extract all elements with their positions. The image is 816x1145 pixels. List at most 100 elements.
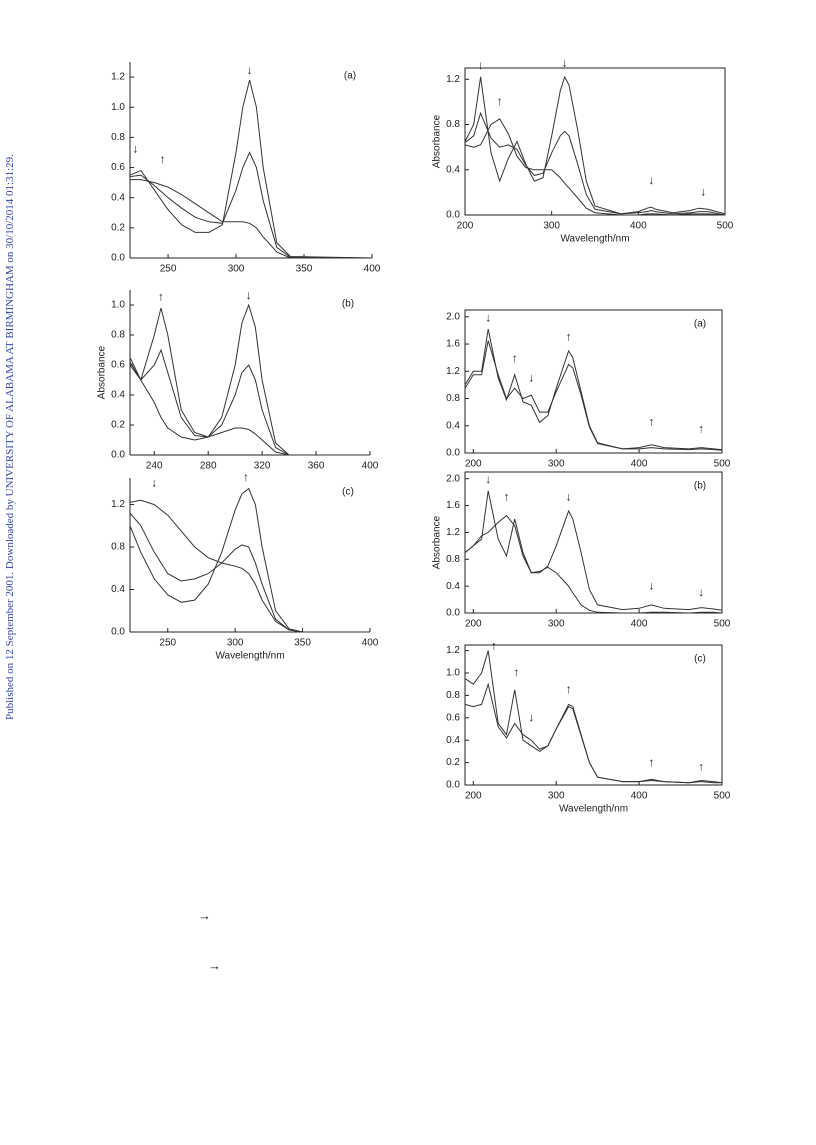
change-arrow: ↑ (158, 290, 164, 304)
x-tick-label: 350 (296, 264, 313, 275)
y-tick-label: 2.0 (446, 473, 460, 484)
change-arrow: ↓ (247, 63, 253, 77)
spectrum-line (464, 329, 723, 451)
spectrum-line (464, 340, 723, 451)
change-arrow: ↑ (698, 759, 704, 773)
x-tick-label: 200 (465, 459, 482, 470)
y-tick-label: 0.6 (111, 162, 125, 173)
x-tick-label: 300 (548, 791, 565, 802)
change-arrow: ↑ (503, 490, 509, 504)
spectrum-chart: 0.0 0.2 0.4 0.6 0.8 1.0 1.2 200 300 400 500 Wavelen… (446, 638, 731, 814)
x-axis-label: Wavelength/nm (560, 234, 629, 245)
x-tick-label: 200 (465, 791, 482, 802)
x-tick-label: 320 (254, 461, 271, 472)
spectrum-line (464, 682, 722, 784)
change-arrow: ↑ (160, 152, 166, 166)
plot-frame (464, 471, 723, 614)
y-tick-label: 0.0 (111, 627, 125, 638)
x-tick-label: 500 (717, 221, 734, 232)
x-tick-label: 500 (714, 459, 731, 470)
x-axis-label: Wavelength/nm (215, 651, 284, 662)
change-arrow: ↑ (497, 94, 503, 108)
y-tick-label: 0.0 (446, 210, 460, 221)
y-tick-label: 0.8 (446, 554, 460, 565)
plot-frame (464, 309, 723, 454)
spectrum-chart: 0.0 0.4 0.8 1.2 1.6 2.0 200 300 400 500 (a) ↓ ↑ ↓ ↑ ↑ ↑ (446, 309, 731, 470)
spectrum-chart: 0.0 0.4 0.8 1.2 250 300 350 400 Wavelength/nm (c)… (111, 470, 379, 661)
spectrum-chart: 0.0 0.2 0.4 0.6 0.8 1.0 1.2 250 300 350 400 (a) ↓ ↑ ↓ (111, 62, 381, 275)
y-tick-label: 0.6 (446, 712, 460, 723)
change-arrow: ↓ (648, 173, 654, 187)
y-tick-label: 0.8 (446, 393, 460, 404)
y-tick-label: 0.8 (111, 330, 125, 341)
y-tick-label: 0.0 (111, 450, 125, 461)
x-tick-label: 400 (364, 264, 381, 275)
spectrum-chart: 0.0 0.4 0.8 1.2 200 300 400 500 Wavelength/nm Abs… (432, 56, 734, 245)
change-arrow: ↓ (566, 490, 572, 504)
y-tick-label: 0.8 (446, 119, 460, 130)
y-axis-label: Absorbance (432, 515, 443, 569)
x-tick-label: 400 (631, 619, 648, 630)
spectrum-line (129, 348, 370, 456)
panel-label: (b) (694, 481, 706, 492)
spectrum-chart: 0.0 0.4 0.8 1.2 1.6 2.0 200 300 400 500 Absorbance… (432, 471, 731, 630)
change-arrow: ↑ (566, 329, 572, 343)
change-arrow: ↑ (491, 638, 497, 652)
y-axis-label: Absorbance (432, 114, 443, 168)
reaction-arrow: → (208, 958, 221, 973)
y-tick-label: 0.8 (446, 690, 460, 701)
spectrum-line (130, 179, 372, 259)
spectrum-line (464, 111, 726, 216)
y-tick-label: 0.0 (446, 780, 460, 791)
y-tick-label: 0.6 (111, 360, 125, 371)
y-tick-label: 0.0 (111, 253, 125, 264)
y-tick-label: 0.4 (446, 581, 460, 592)
x-tick-label: 400 (362, 638, 379, 649)
y-tick-label: 2.0 (446, 311, 460, 322)
y-tick-label: 0.4 (111, 192, 125, 203)
x-tick-label: 200 (457, 221, 474, 232)
change-arrow: ↓ (649, 578, 655, 592)
panel-label: (a) (694, 319, 706, 330)
y-tick-label: 0.0 (446, 608, 460, 619)
x-tick-label: 300 (227, 638, 244, 649)
y-tick-label: 0.8 (111, 542, 125, 553)
x-tick-label: 400 (631, 459, 648, 470)
change-arrow: ↑ (698, 421, 704, 435)
y-tick-label: 0.2 (111, 222, 125, 233)
x-tick-label: 350 (294, 638, 311, 649)
change-arrow: ↓ (485, 472, 491, 486)
change-arrow: ↓ (132, 142, 138, 156)
change-arrow: ↑ (649, 415, 655, 429)
spectrum-line (464, 514, 723, 614)
plot-frame (464, 644, 723, 786)
y-tick-label: 0.0 (446, 448, 460, 459)
y-tick-label: 0.4 (111, 584, 125, 595)
panel-label: (c) (342, 487, 354, 498)
y-tick-label: 0.2 (446, 757, 460, 768)
change-arrow: ↑ (649, 755, 655, 769)
y-tick-label: 1.0 (446, 668, 460, 679)
spectrum-line (129, 307, 370, 456)
spectrum-line (129, 151, 373, 259)
y-tick-label: 1.0 (111, 102, 125, 113)
x-tick-label: 200 (465, 619, 482, 630)
x-tick-label: 300 (543, 221, 560, 232)
x-tick-label: 280 (200, 461, 217, 472)
change-arrow: ↓ (698, 585, 704, 599)
panel-label: (c) (694, 654, 706, 665)
x-tick-label: 400 (630, 221, 647, 232)
x-tick-label: 250 (159, 638, 176, 649)
spectrum-chart: 0.0 0.2 0.4 0.6 0.8 1.0 240 280 320 360 400 Absorba… (97, 288, 379, 471)
spectrum-line (129, 487, 370, 633)
y-tick-label: 1.2 (446, 645, 460, 656)
spectrum-line (464, 650, 723, 784)
spectrum-line (464, 75, 726, 215)
x-tick-label: 300 (228, 264, 245, 275)
change-arrow: ↓ (528, 370, 534, 384)
x-axis-label: Wavelength/nm (559, 804, 628, 815)
y-tick-label: 0.2 (111, 420, 125, 431)
y-tick-label: 0.4 (446, 164, 460, 175)
